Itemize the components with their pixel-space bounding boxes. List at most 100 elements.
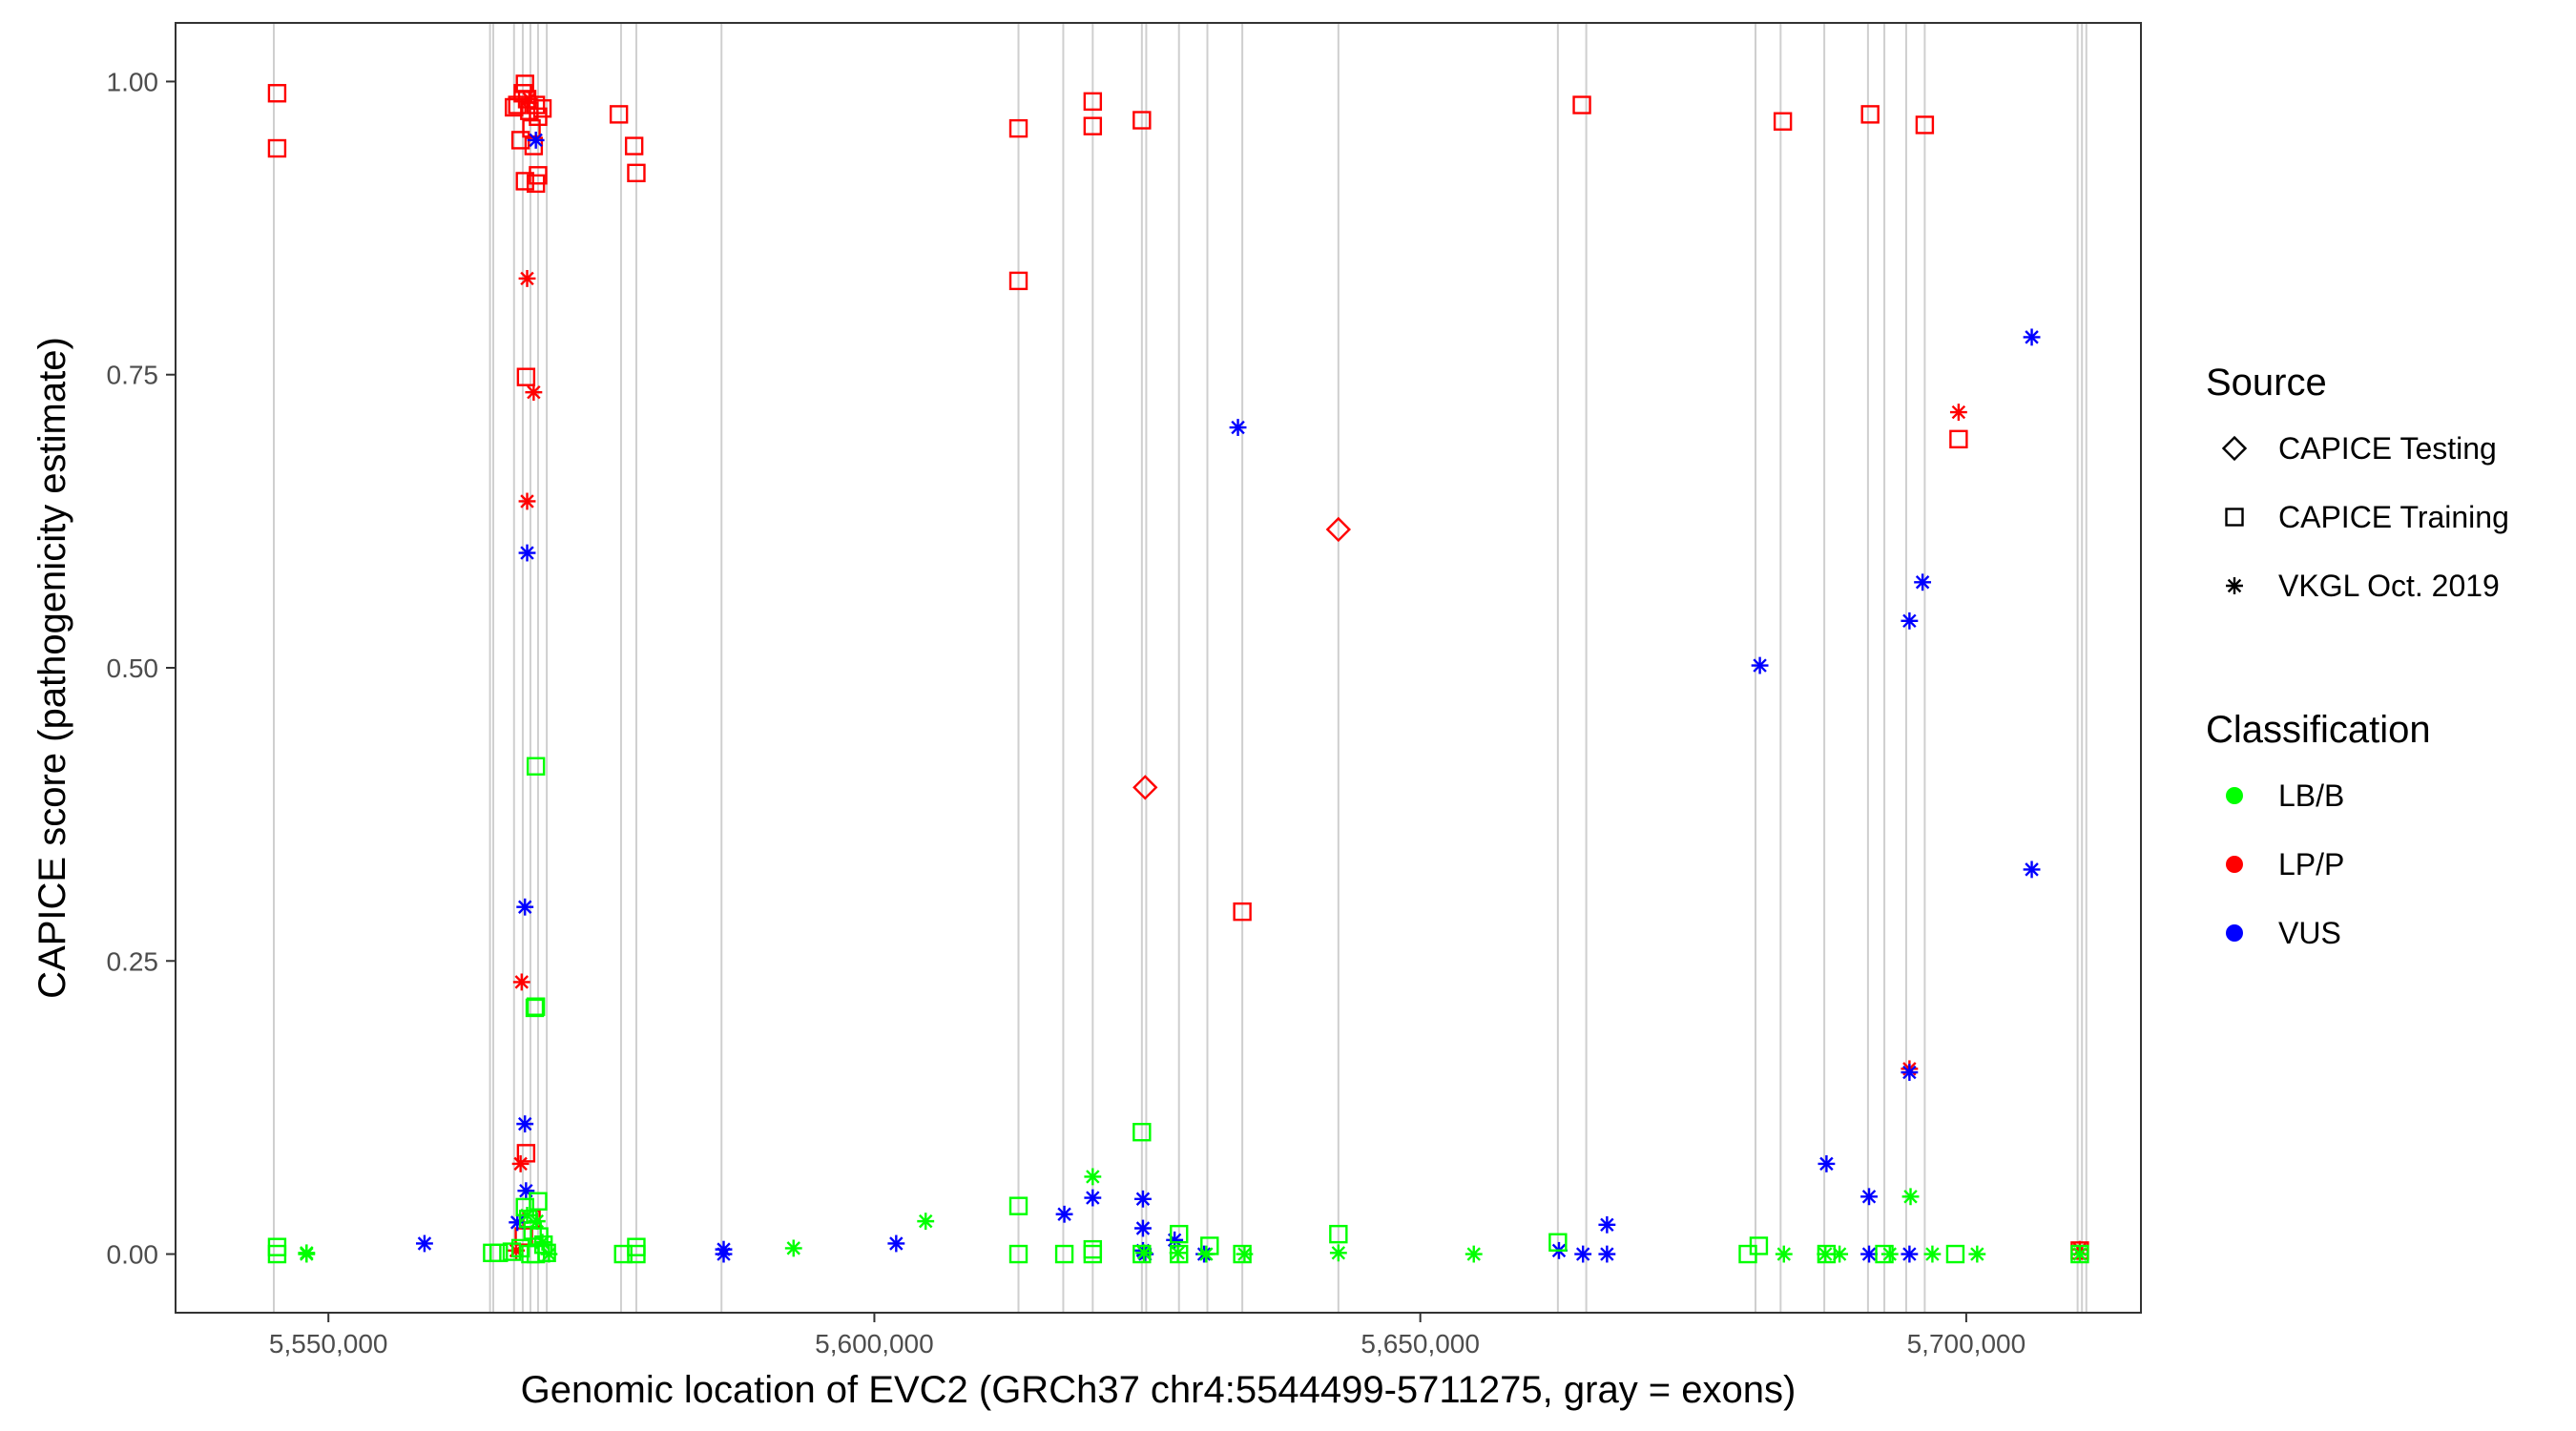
legend-source-label: VKGL Oct. 2019 [2278, 569, 2500, 603]
data-point [518, 492, 536, 510]
data-point [1132, 775, 1158, 800]
data-point [525, 384, 543, 402]
legend-class-label: LB/B [2278, 778, 2344, 813]
legend-source-items: CAPICE Testing CAPICE Training VKGL Oct. 2… [2221, 431, 2509, 603]
legend-source-label: CAPICE Testing [2278, 431, 2497, 466]
data-point [1860, 105, 1880, 124]
legend-key-square [2225, 508, 2244, 527]
legend-key-diamond [2221, 435, 2248, 462]
data-point [513, 84, 532, 103]
data-point [1083, 92, 1103, 112]
data-point [1008, 1196, 1028, 1215]
data-point [520, 90, 538, 108]
data-point [1949, 404, 1967, 421]
data-point [515, 172, 534, 191]
data-point [1901, 1188, 1920, 1206]
data-point [518, 270, 536, 287]
exon-lines [273, 23, 2088, 1313]
data-point [917, 1213, 935, 1231]
data-point [1598, 1215, 1616, 1234]
legend-key-dot [2226, 787, 2243, 804]
data-point [1901, 612, 1919, 630]
data-point [1008, 118, 1028, 138]
data-point [1132, 1123, 1152, 1142]
data-point [2070, 1244, 2089, 1264]
data-point [1945, 1244, 1965, 1264]
data-point [483, 1243, 502, 1263]
data-point [1572, 95, 1591, 114]
data-point [1229, 419, 1247, 436]
data-points [267, 74, 2089, 1264]
data-point [1169, 1244, 1187, 1262]
data-point [523, 1221, 542, 1240]
legend-key-dot [2226, 856, 2243, 873]
data-point [627, 1244, 646, 1264]
data-point [416, 1234, 433, 1253]
legend-classification-items: LB/B LP/P VUS [2226, 778, 2344, 950]
y-tick-label: 0.25 [107, 946, 159, 976]
data-point [1329, 1244, 1347, 1262]
data-point [1875, 1244, 1894, 1264]
data-point [1968, 1245, 1986, 1263]
y-tick-label: 0.00 [107, 1240, 159, 1270]
data-point [1598, 1245, 1616, 1263]
data-point [1880, 1245, 1899, 1263]
y-tick-label: 0.75 [107, 361, 159, 390]
data-point [512, 973, 530, 991]
data-point [1574, 1245, 1592, 1263]
data-point [1084, 1168, 1102, 1186]
y-axis-title: CAPICE score (pathogenicity estimate) [31, 337, 73, 999]
data-point [1775, 1245, 1793, 1263]
data-point [2070, 1245, 2088, 1263]
y-tick-label: 1.00 [107, 67, 159, 96]
data-point [1054, 1244, 1074, 1264]
data-point [1170, 1244, 1189, 1264]
data-point [1818, 1154, 1836, 1172]
data-point [1751, 656, 1769, 674]
legend-key-asterisk [2226, 577, 2243, 594]
data-point [517, 1182, 535, 1200]
data-point [298, 1245, 316, 1263]
data-point [627, 163, 646, 183]
data-point [2023, 328, 2041, 346]
data-point [1915, 115, 1935, 135]
data-point [1949, 429, 1968, 449]
data-point [526, 95, 546, 114]
x-tick-label: 5,700,000 [1907, 1329, 2026, 1358]
legend-source-label: CAPICE Training [2278, 500, 2509, 534]
data-point [532, 99, 552, 118]
data-point [511, 1154, 530, 1172]
data-point [1200, 1236, 1219, 1255]
data-point [267, 84, 287, 103]
x-axis-title: Genomic location of EVC2 (GRCh37 chr4:55… [521, 1369, 1797, 1411]
legend: Source CAPICE Testing CAPICE Training VKGL… [2206, 362, 2509, 950]
data-point [1233, 902, 1252, 922]
data-point [1860, 1188, 1878, 1206]
data-point [516, 367, 536, 386]
data-point [1901, 1064, 1919, 1081]
data-point [1083, 116, 1103, 135]
data-point [1901, 1245, 1919, 1263]
data-point [516, 898, 534, 916]
data-point [1134, 1219, 1152, 1237]
y-tick-label: 0.50 [107, 653, 159, 683]
data-point [1084, 1189, 1102, 1207]
data-point [489, 1243, 509, 1263]
legend-key-dot [2226, 924, 2243, 942]
data-point [1548, 1233, 1568, 1252]
data-point [1008, 271, 1028, 291]
data-point [887, 1234, 905, 1253]
x-tick-label: 5,650,000 [1361, 1329, 1480, 1358]
data-point [1773, 112, 1793, 131]
data-point [526, 757, 546, 776]
data-point [267, 1244, 287, 1264]
data-point [529, 166, 548, 185]
data-point [1132, 1244, 1152, 1264]
data-point [518, 544, 536, 562]
data-point [1325, 516, 1352, 543]
data-point [516, 1115, 534, 1133]
data-point [527, 131, 545, 149]
data-point [1465, 1245, 1483, 1263]
data-point [508, 95, 527, 114]
